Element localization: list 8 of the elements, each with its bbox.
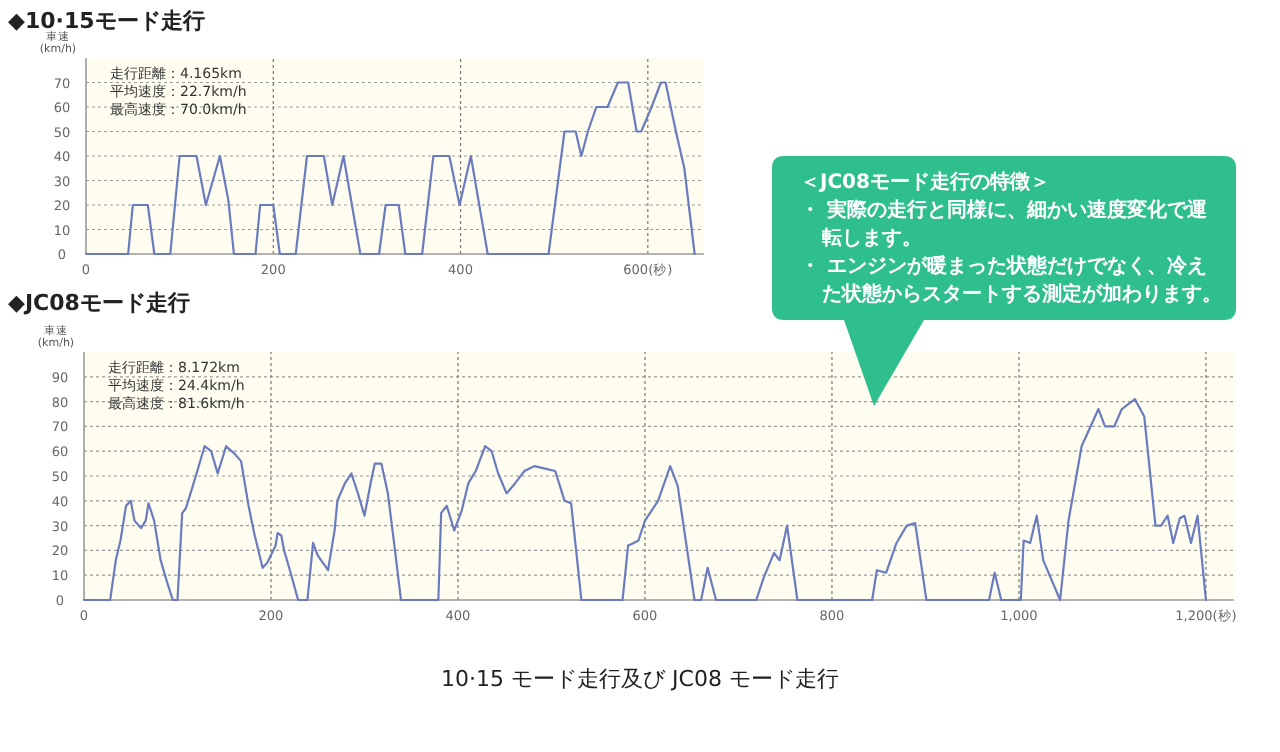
line-series (82, 398, 1208, 602)
text: ・ 実際の走行と同様に、細かい速度変化で運転します。 (800, 198, 1207, 250)
text: ・ エンジンが暖まった状態だけでなく、冷えた状態からスタートする測定が加わります。 (800, 254, 1222, 306)
text: ＜JC08モード走行の特徴＞ (800, 170, 1050, 194)
chart-title: ◆JC08モード走行 (8, 290, 190, 316)
text: 10·15 モード走行及び JC08 モード走行 (441, 666, 839, 692)
chart-title: ◆10·15モード走行 (8, 8, 205, 34)
line-series (84, 81, 696, 256)
